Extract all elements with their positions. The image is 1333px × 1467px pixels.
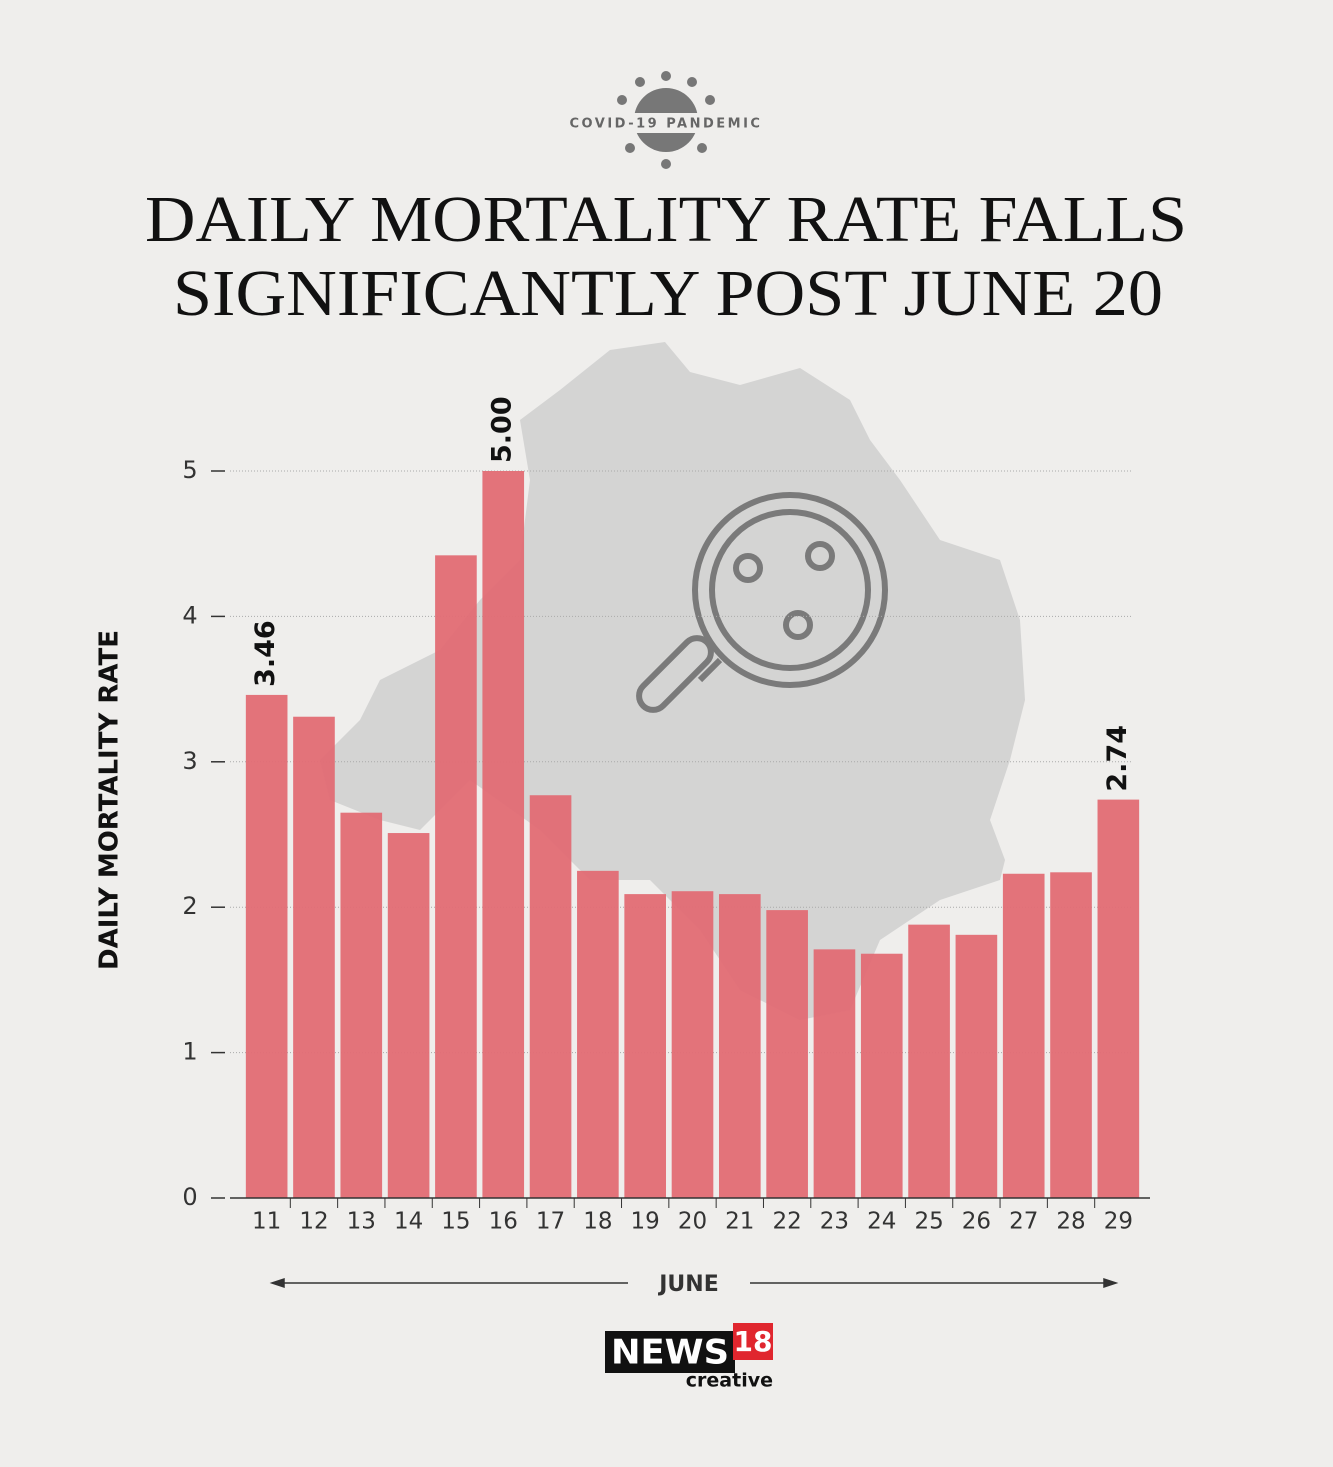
bar	[482, 471, 525, 1198]
logo-name: NEWS	[611, 1333, 729, 1373]
x-tick-label: 21	[725, 1209, 754, 1235]
x-tick-label: 13	[347, 1209, 376, 1235]
x-tick-label: 27	[1009, 1209, 1038, 1235]
x-tick-label: 28	[1056, 1209, 1085, 1235]
x-axis-arrow	[269, 1277, 1119, 1289]
x-axis-label: JUNE	[657, 1272, 719, 1297]
x-tick-label: 17	[536, 1209, 565, 1235]
bar	[387, 833, 430, 1198]
chart-title: SIGNIFICANTLY POST JUNE 20	[173, 257, 1163, 330]
logo-tagline: creative	[686, 1370, 773, 1392]
value-label: 5.00	[487, 396, 518, 463]
value-label: 2.74	[1102, 725, 1133, 792]
logo-box	[605, 1331, 735, 1373]
logo-number-box	[733, 1323, 773, 1360]
bar	[1097, 799, 1140, 1198]
map-shape	[320, 342, 1025, 1020]
bar	[718, 894, 761, 1198]
kicker: COVID-19 PANDEMIC	[570, 117, 763, 132]
y-axis-label: DAILY MORTALITY RATE	[95, 630, 125, 970]
y-tick-label: 4	[182, 601, 197, 629]
y-tick-label: 3	[182, 747, 197, 775]
bar	[908, 924, 950, 1198]
x-tick-label: 18	[583, 1209, 612, 1235]
x-tick-label: 12	[299, 1209, 328, 1235]
logo-number: 18	[734, 1325, 773, 1358]
magnifier-icon	[636, 492, 888, 713]
bar	[435, 555, 477, 1198]
bar	[1050, 872, 1092, 1198]
bar	[624, 894, 667, 1198]
x-tick-label: 24	[867, 1209, 896, 1235]
bar	[1002, 873, 1045, 1198]
bar	[671, 891, 714, 1198]
x-tick-label: 15	[441, 1209, 470, 1235]
x-tick-label: 29	[1104, 1209, 1133, 1235]
bar	[955, 934, 998, 1198]
bar	[293, 716, 335, 1198]
x-tick-label: 26	[962, 1209, 991, 1235]
x-tick-label: 22	[772, 1209, 801, 1235]
x-tick-label: 25	[914, 1209, 943, 1235]
x-tick-label: 16	[489, 1209, 518, 1235]
y-tick-label: 0	[182, 1183, 197, 1211]
virus-icon	[548, 71, 784, 169]
chart-title: DAILY MORTALITY RATE FALLS	[145, 183, 1187, 256]
y-tick-label: 5	[182, 456, 197, 484]
x-tick-label: 14	[394, 1209, 423, 1235]
x-tick-label: 20	[678, 1209, 707, 1235]
bar	[766, 910, 808, 1198]
bar	[577, 870, 619, 1198]
value-label: 3.46	[250, 620, 281, 687]
bar	[813, 949, 856, 1198]
x-tick-label: 11	[252, 1209, 281, 1235]
bar	[245, 694, 288, 1198]
x-tick-label: 23	[820, 1209, 849, 1235]
logo: NEWS 18 creative	[605, 1323, 773, 1392]
bar	[529, 795, 572, 1198]
y-tick-label: 2	[182, 892, 197, 920]
bar	[340, 812, 383, 1198]
x-tick-label: 19	[631, 1209, 660, 1235]
bar	[860, 953, 903, 1198]
y-tick-label: 1	[182, 1038, 197, 1066]
